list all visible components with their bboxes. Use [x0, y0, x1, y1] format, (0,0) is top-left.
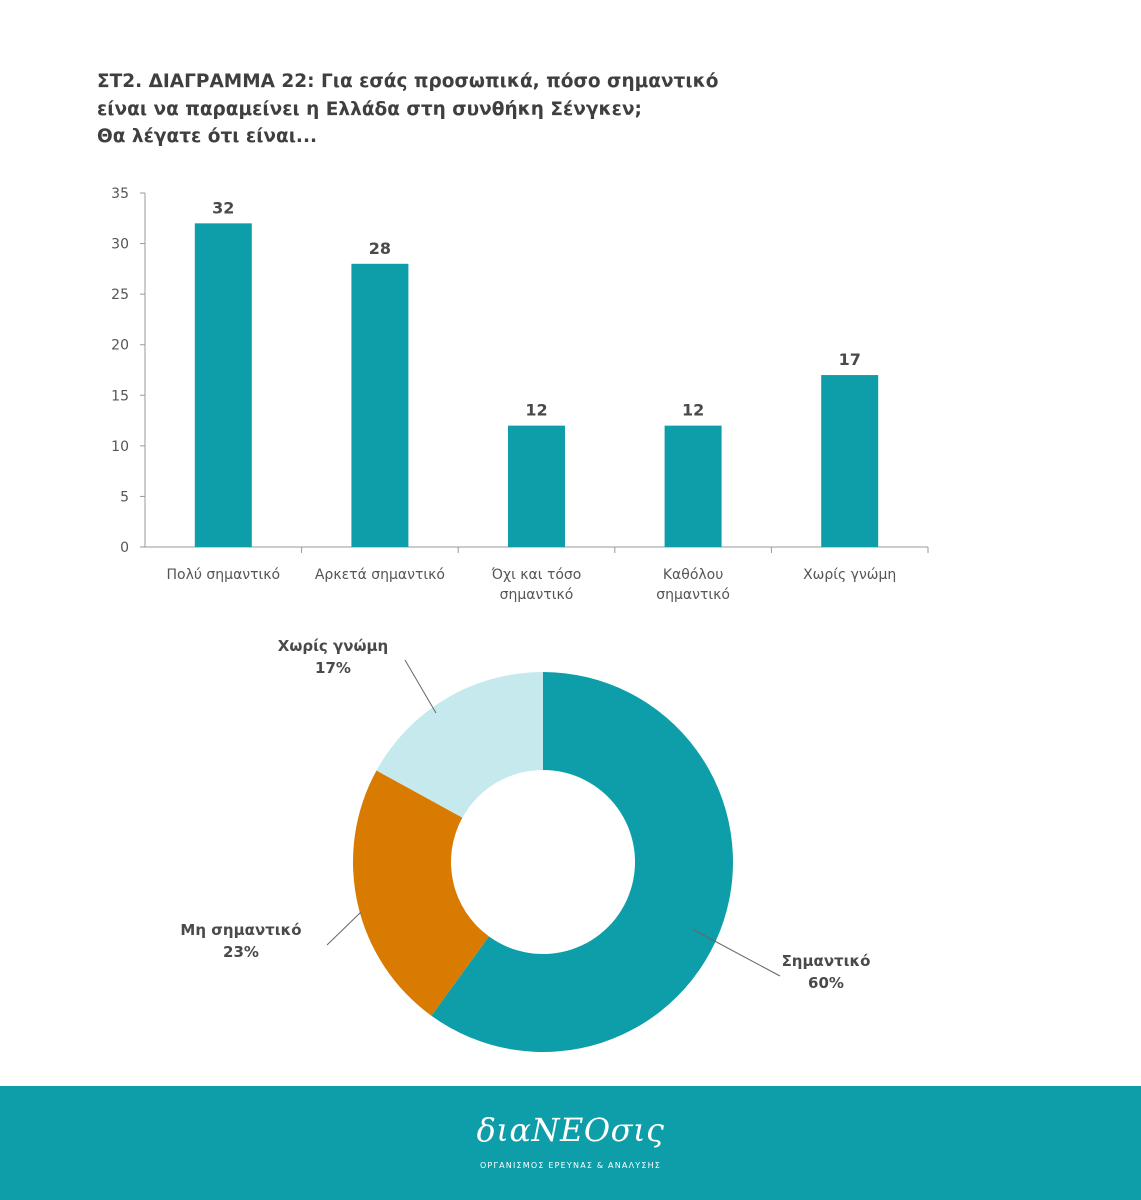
y-tick-label: 30: [111, 237, 129, 253]
donut-slice: [431, 672, 733, 1053]
x-category-label: Αρκετά σημαντικό: [315, 567, 445, 583]
bar-data-label: 12: [525, 401, 547, 420]
x-category-label: Καθόλου: [663, 567, 724, 583]
x-category-label: Όχι και τόσο: [491, 567, 582, 583]
bar-data-label: 28: [369, 239, 391, 258]
leader-line: [326, 911, 362, 946]
slice-percent: 60%: [808, 974, 844, 992]
bar-data-label: 17: [839, 350, 861, 369]
x-category-label: Χωρίς γνώμη: [803, 567, 896, 583]
footer-bar: [0, 1086, 1141, 1200]
bar-data-label: 12: [682, 401, 704, 420]
y-tick-label: 35: [111, 186, 129, 202]
title-line-1: ΣΤ2. ΔΙΑΓΡΑΜΜΑ 22: Για εσάς προσωπικά, π…: [97, 71, 719, 92]
title-line-2: είναι να παραμείνει η Ελλάδα στη συνθήκη…: [97, 98, 642, 120]
chart-title: ΣΤ2. ΔΙΑΓΡΑΜΜΑ 22: Για εσάς προσωπικά, π…: [97, 68, 797, 151]
slice-label: Χωρίς γνώμη: [278, 637, 389, 655]
slice-label: Σημαντικό: [782, 952, 871, 970]
dianeosis-logo: διαΝΕΟσις: [476, 1111, 665, 1149]
donut-slice: [376, 672, 543, 818]
y-tick-label: 0: [120, 540, 129, 556]
donut-slice: [353, 770, 489, 1016]
y-tick-label: 15: [111, 388, 129, 404]
leader-line: [404, 659, 437, 714]
bar: [351, 263, 409, 547]
x-category-label: σημαντικό: [500, 587, 574, 603]
bar: [664, 425, 722, 547]
slice-percent: 17%: [315, 659, 351, 677]
title-line-3: Θα λέγατε ότι είναι...: [97, 126, 318, 147]
bar: [194, 223, 252, 548]
bar-data-label: 32: [212, 198, 234, 217]
y-tick-label: 10: [111, 439, 129, 455]
bar-chart: 0 5 10 15 20 25 30 35 32 Πολύ σημαντικό 28 Αρκετά σ…: [111, 186, 929, 603]
bar: [821, 375, 879, 547]
y-tick-label: 20: [111, 338, 129, 354]
y-tick-label: 5: [120, 489, 129, 505]
x-category-label: Πολύ σημαντικό: [166, 567, 280, 583]
y-tick-label: 25: [111, 287, 129, 303]
bar: [508, 425, 565, 547]
logo-tagline: ΟΡΓΑΝΙΣΜΟΣ ΕΡΕΥΝΑΣ & ΑΝΑΛΥΣΗΣ: [479, 1161, 662, 1170]
donut-chart: Σημαντικό 60% Μη σημαντικό 23% Χωρίς γνώμη 17…: [180, 637, 871, 1053]
slice-label: Μη σημαντικό: [180, 921, 301, 939]
x-category-label: σημαντικό: [656, 587, 730, 603]
leader-line: [693, 929, 781, 977]
slice-percent: 23%: [223, 943, 259, 961]
